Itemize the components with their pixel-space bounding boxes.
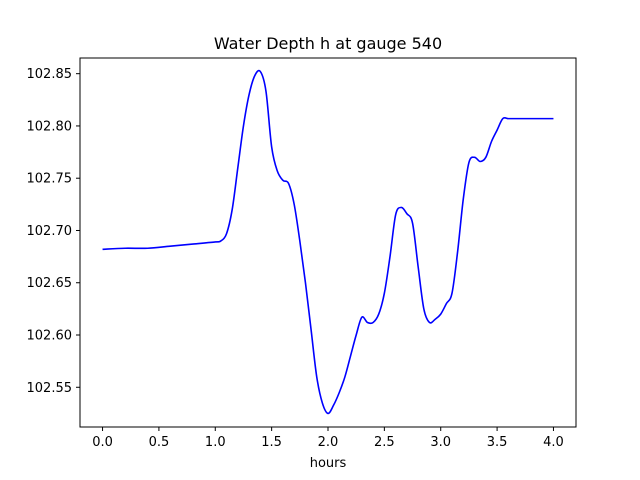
x-tick-label: 1.0 [205, 435, 226, 450]
y-tick-label: 102.80 [27, 119, 73, 134]
plot-area [80, 58, 576, 427]
y-tick-label: 102.70 [27, 224, 73, 239]
chart-title: Water Depth h at gauge 540 [214, 34, 442, 53]
x-tick-label: 1.5 [261, 435, 282, 450]
x-tick-label: 0.5 [149, 435, 170, 450]
x-tick-label: 2.0 [318, 435, 339, 450]
plot-frame [79, 57, 577, 428]
x-tick-label: 4.0 [543, 435, 564, 450]
y-tick-label: 102.55 [27, 381, 73, 396]
y-tick-label: 102.85 [27, 67, 73, 82]
series-layer [102, 69, 554, 415]
y-tick-label: 102.65 [27, 276, 73, 291]
x-tick-label: 0.0 [92, 435, 113, 450]
x-axis-ticks: 0.0 0.5 1.0 1.5 2.0 2.5 3.0 3.5 4.0 [92, 427, 564, 450]
series-line [102, 69, 554, 415]
x-tick-label: 3.0 [430, 435, 451, 450]
y-axis-ticks: 102.55 102.60 102.65 102.70 102.75 102.80 102.… [27, 67, 80, 396]
y-tick-label: 102.60 [27, 329, 73, 344]
x-tick-label: 3.5 [487, 435, 508, 450]
x-axis-label: hours [310, 456, 347, 471]
y-tick-label: 102.75 [27, 172, 73, 187]
x-tick-label: 2.5 [374, 435, 395, 450]
